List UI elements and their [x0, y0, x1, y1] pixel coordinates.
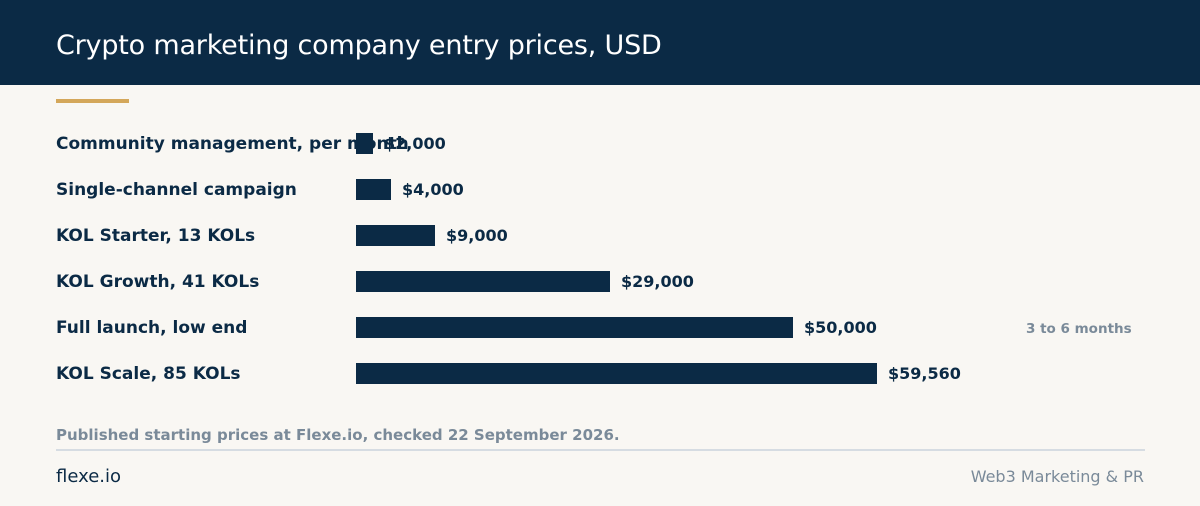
value-label: $29,000: [621, 272, 694, 291]
brand-name: flexe.io: [56, 466, 122, 487]
category-label: Full launch, low end: [56, 318, 248, 338]
accent-rule: [56, 99, 129, 103]
brand-tagline: Web3 Marketing & PR: [970, 467, 1144, 486]
bar: [356, 179, 391, 200]
value-label: $50,000: [804, 318, 877, 337]
source-note: Published starting prices at Flexe.io, c…: [56, 426, 620, 444]
category-label: Community management, per month: [56, 134, 409, 154]
bar: [356, 271, 610, 292]
bar: [356, 317, 793, 338]
value-label: $59,560: [888, 364, 961, 383]
bar: [356, 133, 373, 154]
value-label: $4,000: [402, 180, 464, 199]
category-label: KOL Starter, 13 KOLs: [56, 226, 256, 246]
bar: [356, 363, 877, 384]
annotation-label: 3 to 6 months: [1026, 321, 1132, 337]
chart-title: Crypto marketing company entry prices, U…: [56, 30, 662, 61]
header-bar: Crypto marketing company entry prices, U…: [0, 0, 1200, 85]
value-label: $2,000: [384, 134, 446, 153]
value-label: $9,000: [446, 226, 508, 245]
category-label: Single-channel campaign: [56, 180, 297, 200]
category-label: KOL Growth, 41 KOLs: [56, 272, 260, 292]
bar: [356, 225, 435, 246]
footer-divider: [56, 449, 1145, 451]
category-label: KOL Scale, 85 KOLs: [56, 364, 241, 384]
